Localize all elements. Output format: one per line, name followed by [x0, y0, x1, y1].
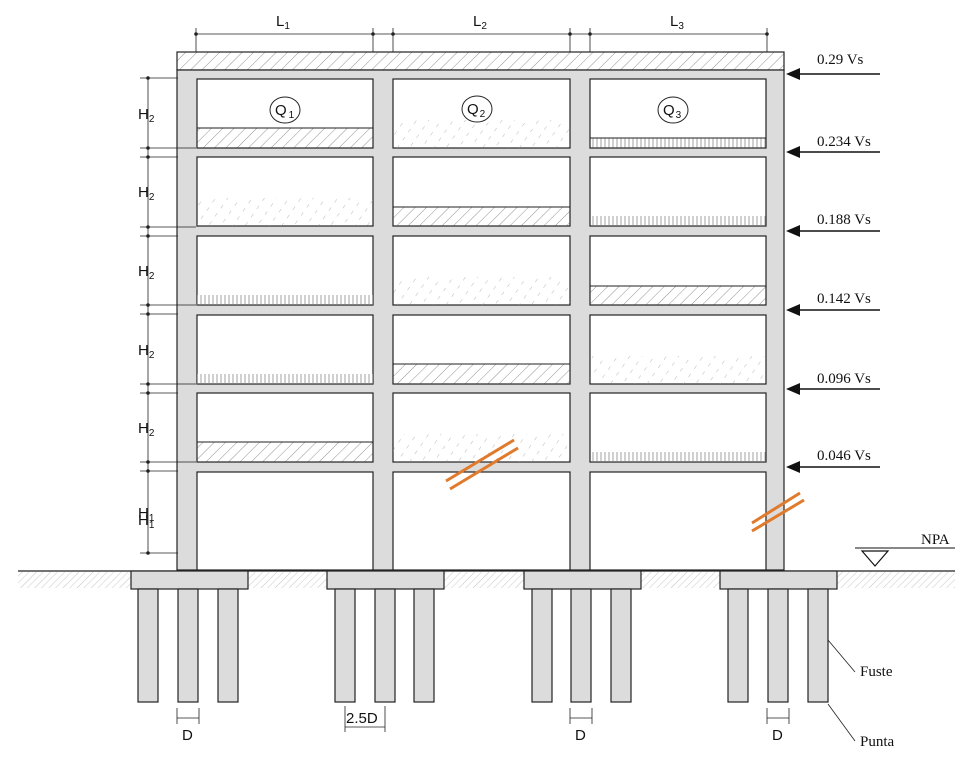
- piles: [137, 588, 829, 703]
- pile-dimensions: [176, 706, 790, 732]
- shaft-label: Fuste: [860, 664, 893, 680]
- load-q3: Q3: [657, 96, 689, 124]
- roof-slab: [176, 51, 785, 71]
- lateral-force-label-1: 0.29 Vs: [817, 52, 864, 68]
- height-h2-label-4: H2: [138, 342, 155, 361]
- lateral-force-arrows: [786, 68, 880, 473]
- span-dimensions: [194, 28, 769, 52]
- span-l2-label: L2: [473, 13, 487, 32]
- floor-loads: [196, 120, 767, 463]
- load-q2: Q2: [461, 95, 493, 123]
- pile-spacing-label: 2.5D: [346, 710, 378, 727]
- lateral-force-label-4: 0.142 Vs: [817, 291, 871, 307]
- crack-marks: [445, 438, 805, 533]
- water-table-label: NPA: [921, 532, 950, 548]
- height-h1-label-overlap: H1: [138, 512, 155, 531]
- tip-label: Punta: [860, 734, 895, 750]
- height-h1-label: H1: [138, 505, 155, 524]
- svg-text:Q3: Q3: [663, 102, 682, 121]
- height-h2-label-3: H2: [138, 263, 155, 282]
- svg-text:Q1: Q1: [275, 102, 295, 121]
- height-h2-label-5: H2: [138, 420, 155, 439]
- span-l1-label: L1: [276, 13, 290, 32]
- pile-diameter-label-2: D: [575, 727, 586, 744]
- pile-diameter-label-3: D: [772, 727, 783, 744]
- pile-caps: [130, 570, 838, 590]
- pile-leaders: [827, 639, 856, 742]
- height-h2-label-1: H2: [138, 106, 155, 125]
- lateral-force-label-2: 0.234 Vs: [817, 134, 871, 150]
- svg-text:Q2: Q2: [467, 101, 486, 120]
- pile-diameter-label-1: D: [182, 727, 193, 744]
- lateral-force-label-5: 0.096 Vs: [817, 371, 871, 387]
- height-dimensions: [140, 76, 196, 555]
- height-h2-label-2: H2: [138, 184, 155, 203]
- water-table-marker: [855, 547, 955, 567]
- lateral-force-label-3: 0.188 Vs: [817, 212, 871, 228]
- lateral-force-label-6: 0.046 Vs: [817, 448, 871, 464]
- span-l3-label: L3: [670, 13, 684, 32]
